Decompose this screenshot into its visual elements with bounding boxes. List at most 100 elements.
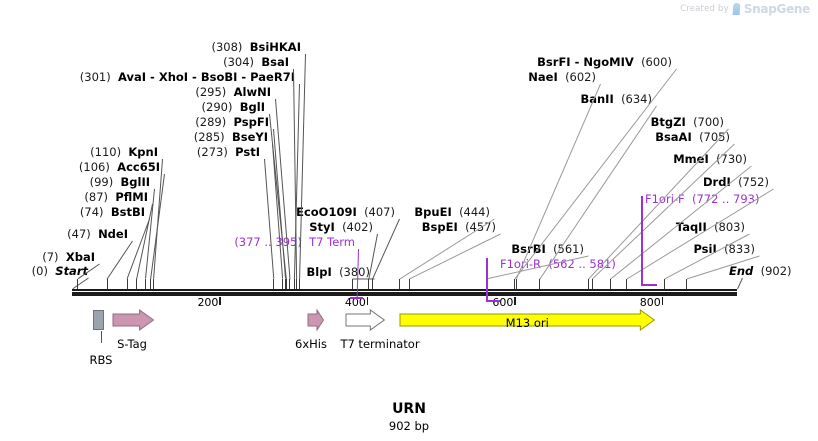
cut-site-tick (285, 279, 287, 289)
feature-rbs[interactable] (92, 310, 105, 330)
primer-mark (486, 258, 488, 302)
site-label-mmei[interactable]: MmeI (730) (673, 153, 747, 165)
site-position: (730) (716, 152, 747, 166)
site-label-psti[interactable]: (273) PstI (197, 146, 260, 158)
feature-6xhis[interactable] (307, 309, 324, 331)
site-enzyme: BsaAI (655, 130, 692, 144)
site-position: (74) (79, 205, 104, 219)
site-enzyme: PstI (235, 145, 260, 159)
site-enzyme: BstBI (110, 205, 145, 219)
primer-mark (349, 297, 364, 299)
ruler-label: 800 (639, 296, 661, 309)
site-label-styi[interactable]: StyI (402) (309, 221, 373, 233)
feature-m13-ori[interactable] (399, 309, 656, 331)
site-enzyme: BglI (239, 100, 265, 114)
site-label-ecoo109i[interactable]: EcoO109I (407) (296, 206, 395, 218)
cut-site-tick (408, 279, 410, 289)
site-label-bsrfi-ngomiv[interactable]: BsrFI - NgoMIV (600) (537, 56, 672, 68)
site-enzyme: BspEI (421, 220, 458, 234)
end-position: (902) (760, 264, 792, 278)
primer-label-f1ori-f[interactable]: F1ori-F (772 .. 793) (645, 193, 759, 205)
site-label-xbai[interactable]: (7) XbaI (42, 251, 95, 263)
sequence-line-thin (72, 289, 737, 291)
site-position: (600) (641, 55, 672, 69)
site-label-alwni[interactable]: (295) AlwNI (195, 86, 271, 98)
cut-site-tick (296, 279, 298, 289)
site-label-bglii[interactable]: (99) BglII (90, 176, 150, 188)
site-label-bsai[interactable]: (304) BsaI (223, 56, 289, 68)
cut-site-tick (106, 279, 108, 289)
site-label-psii[interactable]: PsiI (833) (693, 243, 755, 255)
feature-tick-rbs (101, 331, 102, 343)
site-enzyme: KpnI (128, 145, 158, 159)
cut-site-tick (136, 279, 138, 289)
site-label-bsihkai[interactable]: (308) BsiHKAI (211, 41, 301, 53)
feature-s-tag[interactable] (112, 309, 155, 331)
site-position: (99) (89, 175, 114, 189)
site-enzyme: NaeI (528, 70, 558, 84)
ruler-tick (661, 297, 664, 305)
cut-site-tick (372, 279, 374, 289)
site-position: (301) (79, 70, 111, 84)
site-position: (295) (195, 85, 227, 99)
site-label-avai-xhoi-bsobi-paer7i[interactable]: (301) AvaI - XhoI - BsoBI - PaeR7I (80, 71, 295, 83)
cut-site-tick (686, 279, 688, 289)
site-enzyme: PspFI (233, 115, 269, 129)
site-label-bseyi[interactable]: (285) BseYI (194, 131, 268, 143)
site-enzyme: MmeI (673, 152, 709, 166)
site-label-pspfi[interactable]: (289) PspFI (195, 116, 269, 128)
site-label-taqii[interactable]: TaqII (803) (676, 221, 745, 233)
site-enzyme: Acc65I (117, 160, 160, 174)
site-enzyme: BanII (580, 92, 614, 106)
site-position: (289) (195, 115, 227, 129)
site-position: (110) (90, 145, 122, 159)
feature-label-rbs: RBS (89, 353, 113, 367)
cut-site-tick (485, 279, 487, 289)
cut-site-tick (352, 279, 354, 289)
cut-site-tick (282, 279, 284, 289)
primer-label-t7-term[interactable]: (377 .. 395) T7 Term (234, 236, 355, 248)
site-label-bgli[interactable]: (290) BglI (202, 101, 265, 113)
site-position: (273) (196, 145, 228, 159)
primer-mark (641, 196, 643, 286)
snapgene-watermark: Created by SnapGene (680, 2, 810, 16)
cut-site-tick (126, 279, 128, 289)
site-enzyme: BseYI (231, 130, 268, 144)
site-label-pflmi[interactable]: (87) PflMI (84, 191, 148, 203)
cut-site-tick (153, 279, 155, 289)
feature-t7-terminator[interactable] (345, 309, 386, 331)
start-text: Start (55, 264, 88, 278)
primer-mark (641, 284, 657, 286)
site-label-kpni[interactable]: (110) KpnI (90, 146, 158, 158)
site-position: (602) (565, 70, 596, 84)
site-enzyme: AvaI - XhoI - BsoBI - PaeR7I (118, 70, 295, 84)
site-label-ndei[interactable]: (47) NdeI (67, 228, 128, 240)
site-label-btgzi[interactable]: BtgZI (700) (651, 116, 724, 128)
plasmid-caption: URN 902 bp (0, 401, 818, 433)
cut-site-tick (626, 279, 628, 289)
site-label-bstbi[interactable]: (74) BstBI (80, 206, 145, 218)
cut-site-tick (77, 279, 79, 289)
site-label-blpi[interactable]: BlpI (380) (307, 266, 370, 278)
primer-name: F1ori-R (500, 257, 542, 271)
site-enzyme: BtgZI (650, 115, 686, 129)
site-label-banii[interactable]: BanII (634) (580, 93, 652, 105)
site-position: (634) (621, 92, 652, 106)
cut-site-tick (293, 279, 295, 289)
cut-site-tick (299, 279, 301, 289)
site-position: (304) (223, 55, 255, 69)
start-label: (0) Start (32, 265, 88, 277)
site-label-acc65i[interactable]: (106) Acc65I (79, 161, 160, 173)
ruler-tick (366, 297, 369, 305)
site-enzyme: AlwNI (233, 85, 271, 99)
site-enzyme: PsiI (693, 242, 717, 256)
site-label-drdi[interactable]: DrdI (752) (703, 176, 769, 188)
sequence-line-thick (72, 292, 737, 296)
site-label-bpuei[interactable]: BpuEI (444) (414, 206, 490, 218)
site-label-naei[interactable]: NaeI (602) (528, 71, 596, 83)
cut-site-tick (285, 279, 287, 289)
cut-site-tick (539, 279, 541, 289)
site-position: (752) (738, 175, 769, 189)
